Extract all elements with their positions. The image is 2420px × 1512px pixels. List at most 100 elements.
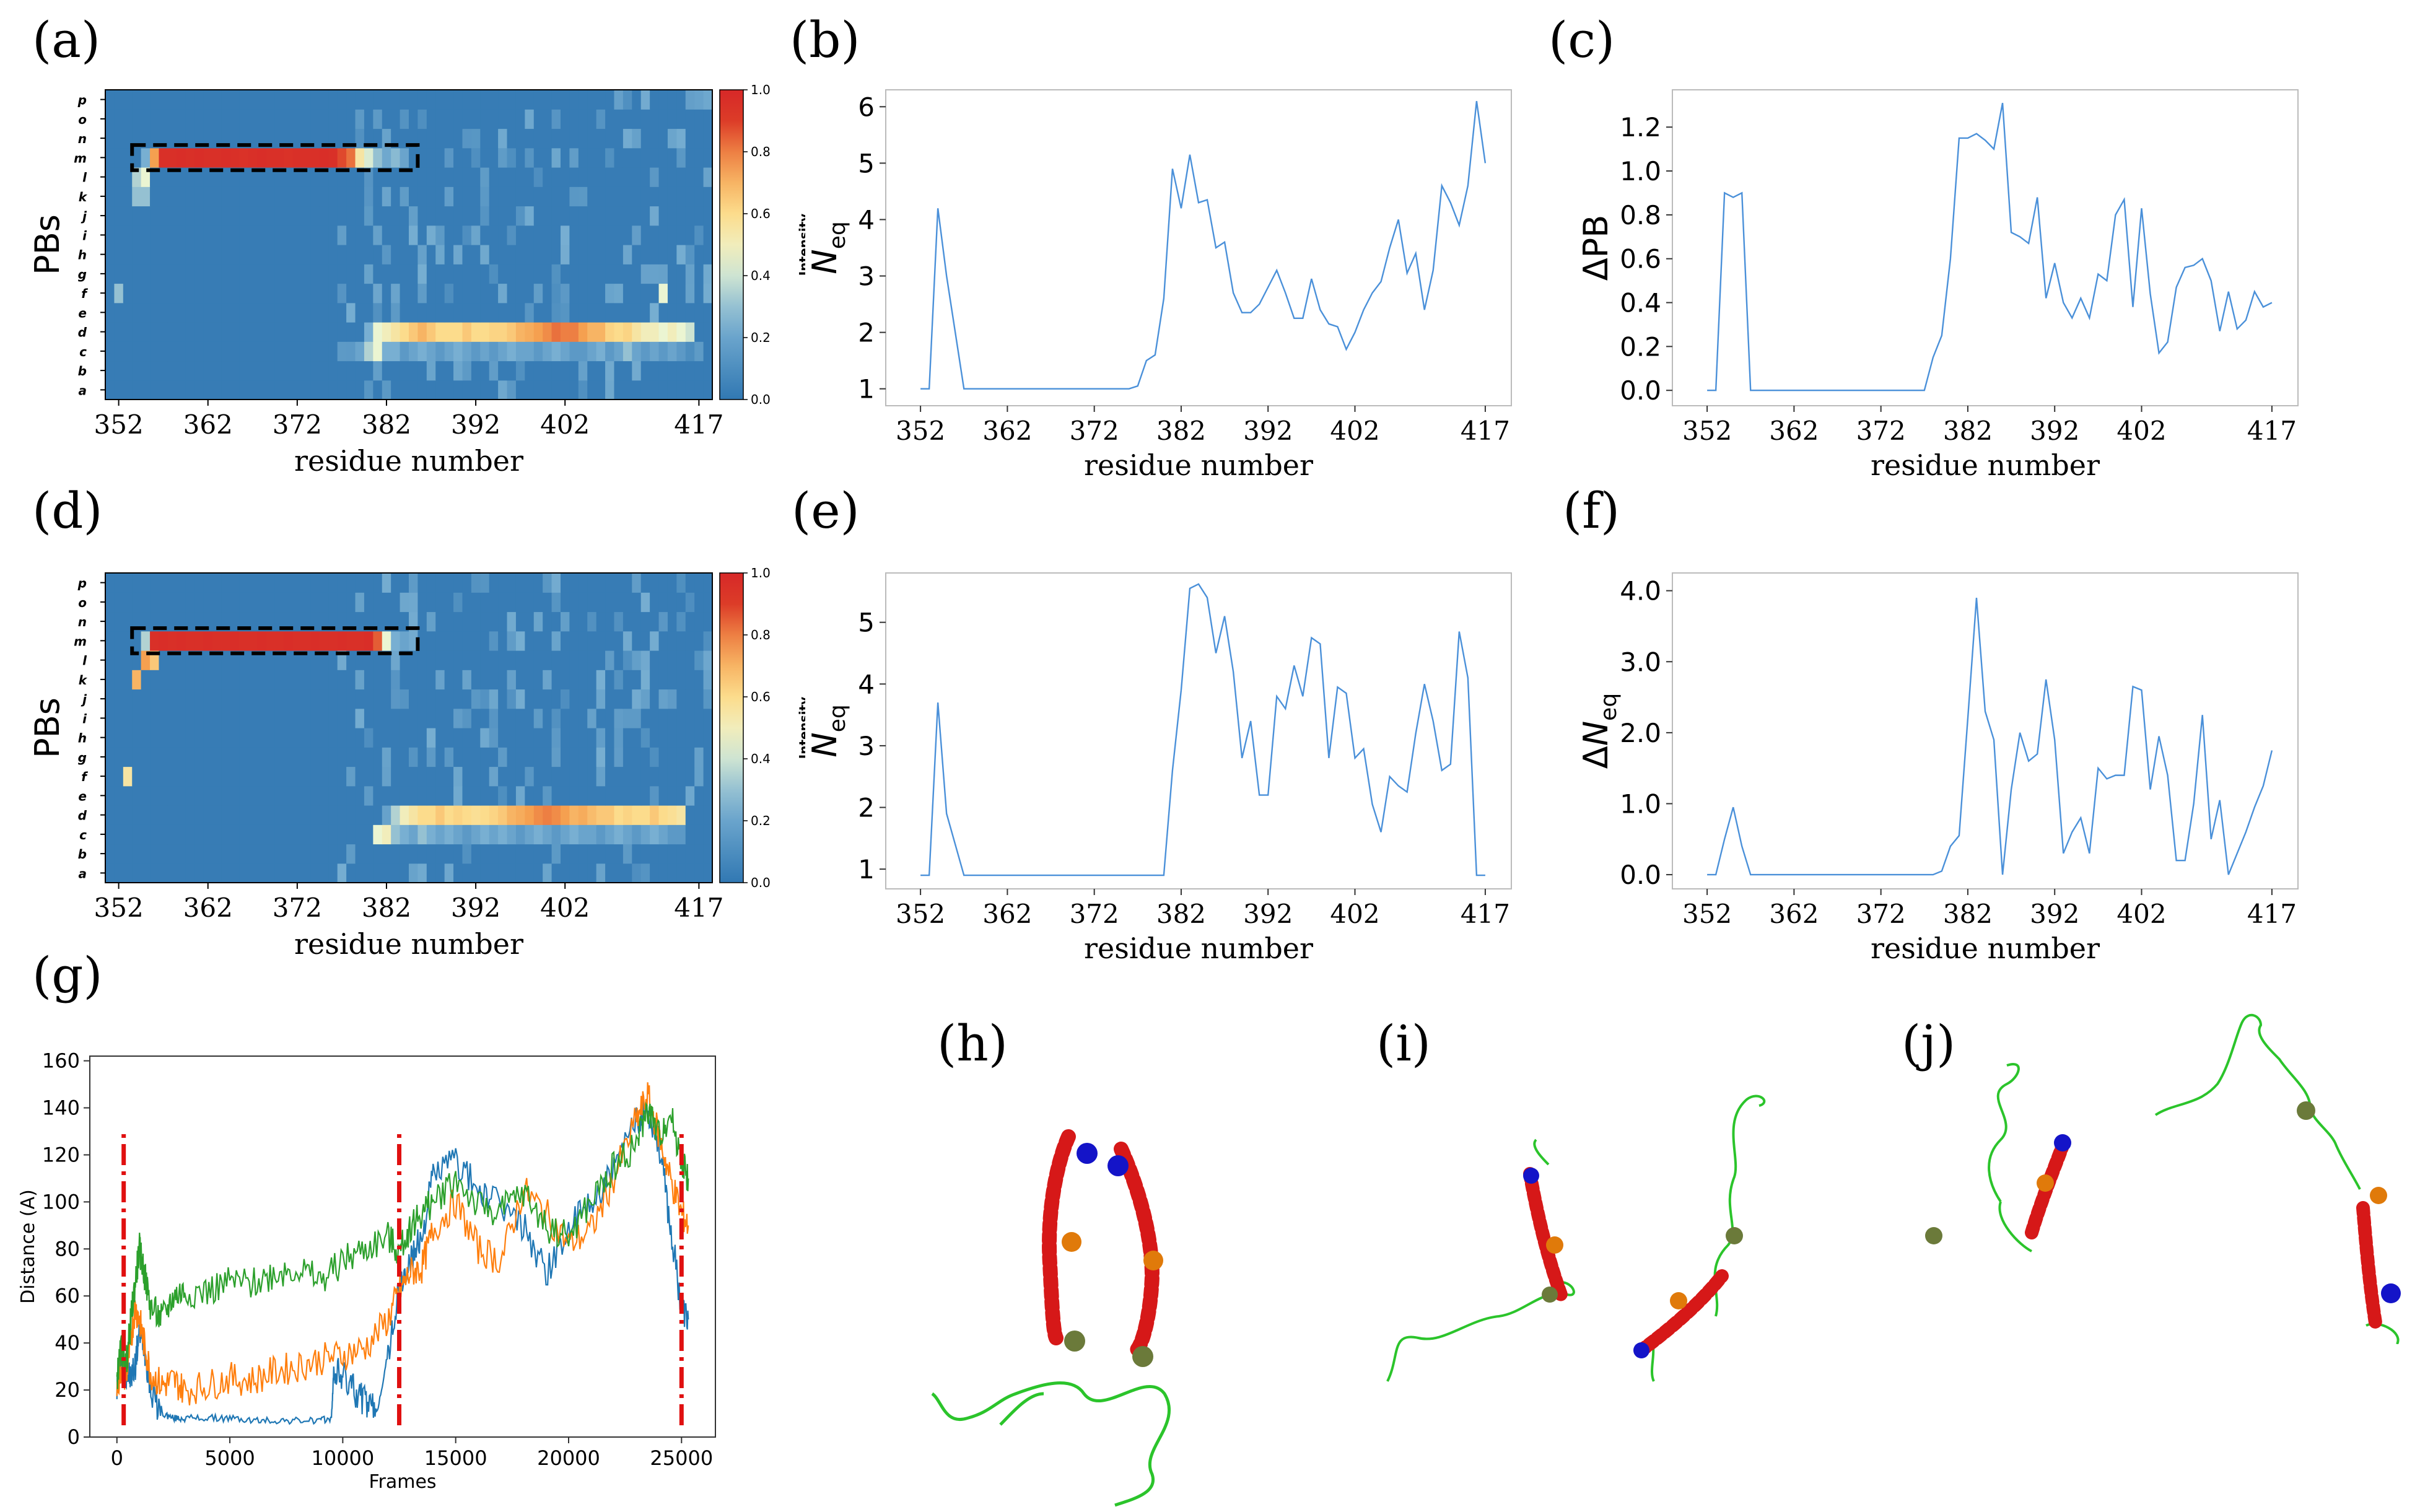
- heatmap-cell: [221, 747, 231, 767]
- heatmap-cell: [622, 863, 632, 883]
- heatmap-cell: [391, 322, 401, 342]
- heatmap-cell: [159, 689, 168, 709]
- heatmap-cell: [185, 128, 195, 149]
- heatmap-cell: [471, 245, 481, 264]
- heatmap-cell: [230, 225, 240, 245]
- heatmap-cell: [230, 167, 240, 187]
- heatmap-cell: [632, 689, 642, 709]
- heatmap-cell: [284, 90, 294, 110]
- heatmap-cell: [632, 90, 642, 110]
- heatmap-cell: [105, 670, 115, 690]
- heatmap-cell: [141, 844, 151, 864]
- heatmap-cell: [185, 283, 195, 304]
- heatmap-cell: [622, 245, 632, 264]
- heatmap-cell: [239, 109, 249, 129]
- heatmap-cell: [212, 592, 222, 613]
- heatmap-cell: [257, 592, 267, 613]
- heatmap-cell: [105, 592, 115, 613]
- heatmap-cell: [650, 341, 660, 362]
- heatmap-cell: [284, 689, 294, 709]
- heatmap-cell: [409, 225, 419, 245]
- heatmap-cell: [141, 302, 151, 323]
- heatmap-cell: [391, 90, 401, 110]
- heatmap-cell: [417, 650, 427, 670]
- heatmap-cell: [212, 109, 222, 129]
- heatmap-cell: [167, 844, 177, 864]
- heatmap-cell: [105, 264, 115, 284]
- heatmap-cell: [498, 631, 508, 651]
- heatmap-cell: [310, 167, 320, 187]
- heatmap-cell: [587, 147, 597, 168]
- heatmap-cell: [596, 264, 606, 284]
- heatmap-cell: [114, 592, 124, 613]
- heatmap-cell: [596, 689, 606, 709]
- heatmap-cell: [569, 380, 579, 400]
- heatmap-cell: [525, 302, 535, 323]
- heatmap-cell: [177, 147, 186, 168]
- heatmap-cell: [105, 805, 115, 825]
- heatmap-cell: [248, 264, 258, 284]
- heatmap-cell: [239, 186, 249, 207]
- heatmap-cell: [212, 573, 222, 593]
- heatmap-cell: [159, 592, 168, 613]
- heatmap-cell: [382, 264, 391, 284]
- heatmap-cell: [284, 147, 294, 168]
- heatmap-cell: [587, 128, 597, 149]
- heatmap-cell: [578, 631, 588, 651]
- heatmap-cell: [543, 361, 553, 381]
- heatmap-cell: [364, 283, 373, 304]
- heatmap-cell: [551, 341, 561, 362]
- heatmap-cell: [123, 206, 133, 226]
- heatmap-cell: [373, 206, 383, 226]
- heatmap-cell: [319, 708, 329, 728]
- y-axis-label: Neq: [805, 704, 850, 757]
- heatmap-cell: [596, 844, 606, 864]
- heatmap-cell: [132, 147, 142, 168]
- heatmap-cell: [105, 322, 115, 342]
- heatmap-cell: [417, 747, 427, 767]
- heatmap-cell: [185, 805, 195, 825]
- heatmap-cell: [498, 302, 508, 323]
- heatmap-cell: [533, 631, 543, 651]
- heatmap-cell: [185, 747, 195, 767]
- heatmap-cell: [212, 824, 222, 845]
- heatmap-cell: [132, 167, 142, 187]
- heatmap-cell: [167, 186, 177, 207]
- heatmap-cell: [694, 573, 704, 593]
- heatmap-cell: [284, 592, 294, 613]
- heatmap-cell: [453, 206, 463, 226]
- heatmap-cell: [114, 670, 124, 690]
- heatmap-cell: [622, 747, 632, 767]
- heatmap-cell: [230, 283, 240, 304]
- heatmap-cell: [177, 708, 186, 728]
- heatmap-cell: [694, 283, 704, 304]
- heatmap-cell: [444, 670, 454, 690]
- y-tick-label: 2: [858, 318, 875, 348]
- heatmap-cell: [515, 128, 525, 149]
- heatmap-cell: [561, 863, 570, 883]
- heatmap-cell: [525, 785, 535, 806]
- heatmap-cell: [569, 361, 579, 381]
- heatmap-cell: [159, 863, 168, 883]
- heatmap-cell: [676, 592, 686, 613]
- heatmap-cell: [230, 186, 240, 207]
- y-tick-label: 6: [858, 92, 875, 122]
- heatmap-cell: [409, 206, 419, 226]
- heatmap-cell: [498, 206, 508, 226]
- heatmap-cell: [177, 167, 186, 187]
- heatmap-cell: [328, 689, 338, 709]
- heatmap-cell: [614, 728, 624, 748]
- heatmap-cell: [453, 805, 463, 825]
- heatmap-cell: [230, 380, 240, 400]
- heatmap-cell: [400, 650, 409, 670]
- heatmap-cell: [167, 689, 177, 709]
- heatmap-cell: [435, 728, 445, 748]
- heatmap-cell: [203, 225, 213, 245]
- heatmap-cell: [212, 225, 222, 245]
- heatmap-cell: [435, 90, 445, 110]
- heatmap-cell: [355, 341, 365, 362]
- heatmap-cell: [150, 90, 160, 110]
- pb-tick-label: h: [78, 731, 87, 746]
- heatmap-cell: [302, 708, 312, 728]
- heatmap-cell: [257, 361, 267, 381]
